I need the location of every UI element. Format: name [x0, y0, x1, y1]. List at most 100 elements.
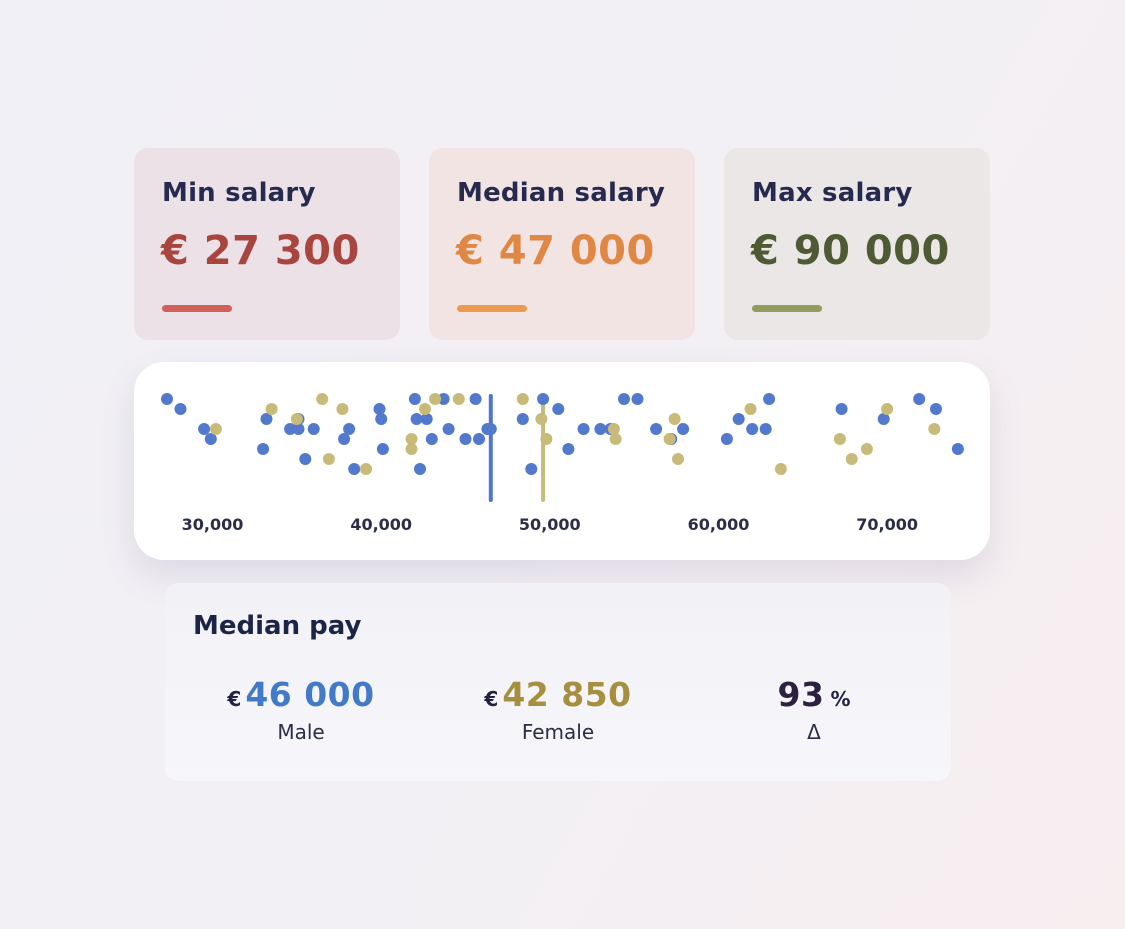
male-salary-point — [260, 413, 273, 425]
female-salary-point — [322, 453, 335, 465]
median-salary-title: Median salary — [457, 178, 665, 208]
median-pay-card: Median pay €46 000 Male €42 850 Female 9… — [165, 583, 951, 781]
male-salary-point — [420, 413, 433, 425]
female-median-value: 42 850 — [502, 675, 632, 714]
female-salary-point — [845, 453, 858, 465]
male-salary-point — [437, 393, 450, 405]
median-salary-card: Median salary € 47 000 — [429, 148, 695, 340]
male-salary-point — [292, 423, 305, 435]
x-tick-label: 40,000 — [350, 515, 412, 534]
male-salary-point — [650, 423, 663, 435]
max-salary-accent-bar — [752, 305, 822, 312]
male-salary-point — [877, 413, 890, 425]
male-salary-point — [442, 423, 455, 435]
min-salary-accent-bar — [162, 305, 232, 312]
male-salary-point — [618, 393, 630, 405]
female-salary-point — [429, 393, 442, 405]
male-salary-point — [473, 433, 485, 445]
male-salary-point — [257, 443, 270, 455]
male-salary-point — [348, 463, 361, 475]
female-salary-point — [607, 423, 620, 435]
female-salary-point — [360, 463, 372, 475]
female-salary-point — [928, 423, 941, 435]
male-salary-point — [161, 393, 173, 405]
male-salary-point — [516, 413, 529, 425]
male-salary-point — [284, 423, 297, 435]
male-salary-point — [677, 423, 690, 435]
female-salary-point — [290, 413, 303, 425]
male-salary-point — [763, 393, 776, 405]
male-salary-point — [951, 443, 964, 455]
max-salary-title: Max salary — [752, 178, 913, 208]
male-label: Male — [277, 720, 325, 744]
male-salary-point — [408, 393, 421, 405]
male-salary-point — [338, 433, 351, 445]
female-salary-point — [419, 403, 431, 415]
male-salary-point — [459, 433, 472, 445]
max-salary-card: Max salary € 90 000 — [724, 148, 990, 340]
female-salary-point — [860, 443, 873, 455]
male-median-value: 46 000 — [245, 675, 375, 714]
female-salary-point — [405, 433, 418, 445]
female-salary-point — [609, 433, 622, 445]
x-tick-label: 30,000 — [182, 515, 244, 534]
male-salary-point — [525, 463, 538, 475]
salary-scatter-chart: 30,000 40,000 50,000 60,000 70,000 — [161, 393, 964, 534]
female-salary-point — [336, 403, 349, 415]
male-salary-point — [594, 423, 607, 435]
male-salary-point — [835, 403, 848, 415]
median-salary-accent-bar — [457, 305, 527, 312]
female-median-stat: €42 850 Female — [428, 675, 688, 744]
female-salary-point — [452, 393, 465, 405]
male-salary-point — [759, 423, 772, 435]
female-salary-point — [540, 433, 553, 445]
female-salary-point — [668, 413, 681, 425]
male-salary-point — [343, 423, 356, 435]
male-salary-point — [204, 433, 217, 445]
male-salary-point — [746, 423, 759, 435]
median-pay-title: Median pay — [193, 611, 362, 641]
male-salary-point — [552, 403, 565, 415]
female-salary-point — [833, 433, 846, 445]
max-salary-value: € 90 000 — [751, 228, 950, 274]
female-salary-point — [405, 443, 418, 455]
male-salary-point — [930, 403, 942, 415]
female-salary-point — [265, 403, 278, 415]
female-salary-point — [663, 433, 676, 445]
male-salary-point — [913, 393, 926, 405]
female-label: Female — [521, 720, 595, 744]
median-salary-value: € 47 000 — [456, 228, 655, 274]
female-salary-point — [316, 393, 329, 405]
female-salary-point — [881, 403, 894, 415]
min-salary-card: Min salary € 27 300 — [134, 148, 400, 340]
female-salary-point — [516, 393, 529, 405]
min-salary-title: Min salary — [162, 178, 316, 208]
male-salary-point — [414, 463, 426, 475]
male-salary-point — [410, 413, 423, 425]
female-salary-point — [672, 453, 684, 465]
pay-ratio-value: 93 — [777, 675, 825, 714]
male-salary-point — [631, 393, 644, 405]
male-salary-point — [174, 403, 187, 415]
pay-ratio-label: Δ — [807, 720, 821, 744]
pay-ratio-unit: % — [830, 687, 851, 711]
male-salary-point — [577, 423, 590, 435]
female-salary-point — [774, 463, 787, 475]
pay-ratio-stat: 93% Δ — [684, 675, 944, 744]
male-salary-point — [299, 453, 312, 465]
male-salary-point — [537, 393, 550, 405]
female-salary-point — [209, 423, 222, 435]
male-salary-point — [376, 443, 389, 455]
male-salary-point — [732, 413, 745, 425]
female-salary-point — [744, 403, 757, 415]
male-salary-point — [484, 423, 497, 435]
x-tick-label: 70,000 — [856, 515, 918, 534]
male-salary-point — [307, 423, 320, 435]
male-currency: € — [227, 687, 242, 711]
male-salary-point — [373, 403, 386, 415]
min-salary-value: € 27 300 — [161, 228, 360, 274]
male-salary-point — [720, 433, 733, 445]
male-salary-point — [562, 443, 575, 455]
male-salary-point — [425, 433, 438, 445]
female-salary-point — [535, 413, 548, 425]
